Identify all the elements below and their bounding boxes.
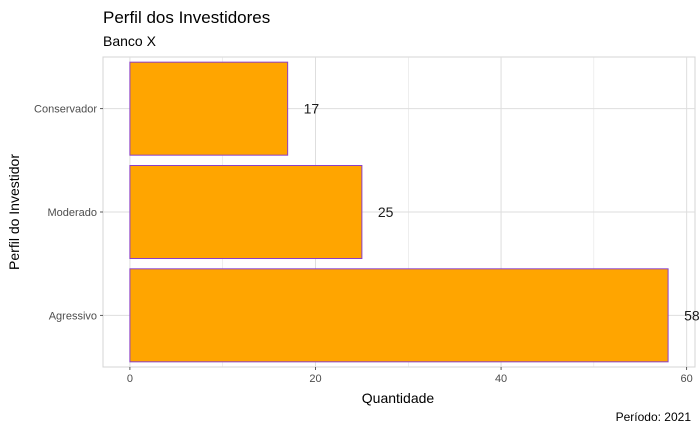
x-tick-label: 40 [495, 373, 507, 385]
data-label: 58 [684, 307, 700, 323]
chart-title: Perfil dos Investidores [103, 8, 270, 27]
bar-agressivo [129, 268, 669, 363]
x-tick-label: 0 [127, 373, 133, 385]
x-axis-label: Quantidade [362, 390, 435, 406]
data-label: 17 [304, 101, 320, 117]
chart-subtitle: Banco X [103, 33, 157, 49]
data-label: 25 [378, 204, 394, 220]
bars [129, 61, 669, 363]
y-axis-label: Perfil do Investidor [6, 154, 22, 270]
y-axis-ticks: Conservador Moderado Agressivo [34, 104, 103, 322]
x-axis-ticks: 0 20 40 60 [127, 367, 693, 385]
y-tick-label: Conservador [34, 104, 97, 116]
y-tick-label: Agressivo [49, 310, 97, 322]
x-tick-label: 20 [309, 373, 321, 385]
data-labels: 17 25 58 [304, 101, 700, 324]
bar-moderado [129, 165, 363, 259]
bar-conservador [129, 61, 289, 156]
y-tick-label: Moderado [47, 207, 97, 219]
chart-caption: Período: 2021 [616, 410, 692, 424]
plot-panel: 17 25 58 [102, 56, 700, 368]
x-tick-label: 60 [681, 373, 693, 385]
